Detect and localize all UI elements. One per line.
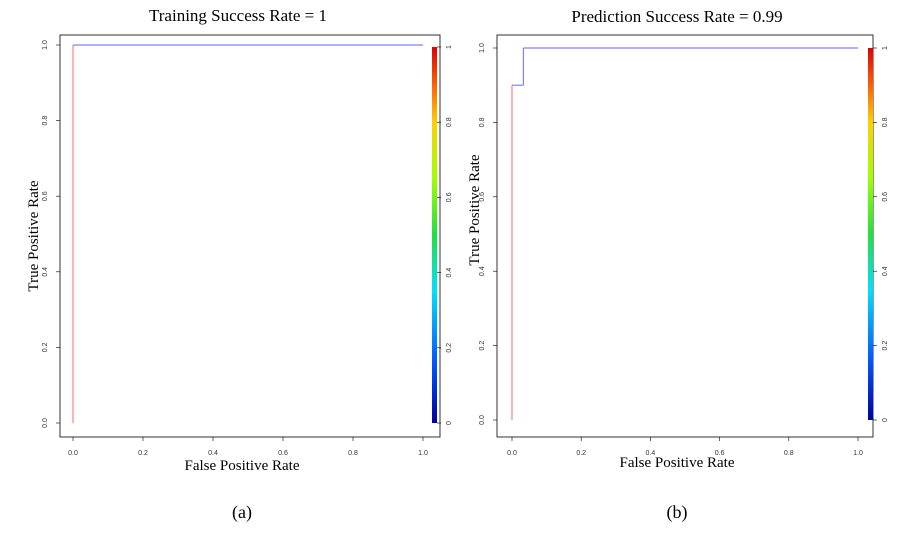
panel-a: Training Success Rate = 1 False Positive… <box>26 6 453 523</box>
y-tick-label: 0.4 <box>479 266 486 276</box>
chart-a-x-axis-label: False Positive Rate <box>185 458 300 474</box>
chart-b-colorbar <box>868 48 873 420</box>
chart-a-caption: (a) <box>232 502 252 523</box>
y-tick-label: 0.2 <box>479 341 486 351</box>
chart-b-y-axis-label: True Positive Rate <box>467 154 483 265</box>
chart-b-x-ticks: 0.0 0.2 0.4 0.6 0.8 1.0 <box>507 437 863 457</box>
chart-a-colorbar <box>432 47 437 423</box>
x-tick-label: 1.0 <box>418 450 428 457</box>
chart-a-title: Training Success Rate = 1 <box>149 6 327 25</box>
x-tick-label: 0.8 <box>348 450 358 457</box>
x-tick-label: 0.0 <box>68 450 78 457</box>
x-tick-label: 0.6 <box>278 450 288 457</box>
panel-b: Prediction Success Rate = 0.99 False Pos… <box>467 7 889 523</box>
y-tick-label: 0.0 <box>42 418 49 428</box>
y-tick-label: 0.4 <box>42 267 49 277</box>
chart-b-y-ticks: 0.0 0.2 0.4 0.6 0.8 1.0 <box>479 43 497 425</box>
colorbar-tick-label: 0.6 <box>882 192 889 202</box>
chart-b-x-axis-label: False Positive Rate <box>620 455 735 471</box>
y-tick-label: 0.0 <box>479 415 486 425</box>
chart-b-title: Prediction Success Rate = 0.99 <box>571 7 782 26</box>
chart-a-colorbar-ticks: 0 0.2 0.4 0.6 0.8 1 <box>437 45 453 425</box>
x-tick-label: 0.8 <box>784 450 794 457</box>
x-tick-label: 0.4 <box>208 450 218 457</box>
x-tick-label: 1.0 <box>853 450 863 457</box>
y-tick-label: 0.8 <box>42 116 49 126</box>
chart-a-plot-frame <box>59 34 441 438</box>
colorbar-tick-label: 0.6 <box>446 192 453 202</box>
y-tick-label: 0.6 <box>479 192 486 202</box>
x-tick-label: 0.6 <box>715 450 725 457</box>
chart-b-caption: (b) <box>667 502 688 523</box>
colorbar-tick-label: 0.2 <box>446 343 453 353</box>
colorbar-tick-label: 1 <box>882 46 889 50</box>
colorbar-tick-label: 0.8 <box>882 117 889 127</box>
y-tick-label: 1.0 <box>42 40 49 50</box>
chart-a-y-axis-label: True Positive Rate <box>26 180 42 291</box>
colorbar-tick-label: 0 <box>882 418 889 422</box>
y-tick-label: 1.0 <box>479 43 486 53</box>
x-tick-label: 0.2 <box>576 450 586 457</box>
colorbar-tick-label: 0.8 <box>446 117 453 127</box>
colorbar-tick-label: 0 <box>446 421 453 425</box>
y-tick-label: 0.8 <box>479 117 486 127</box>
chart-b-colorbar-ticks: 0 0.2 0.4 0.6 0.8 1 <box>873 46 889 422</box>
chart-b-plot-frame <box>496 34 874 438</box>
chart-b-roc-curve <box>511 47 858 420</box>
colorbar-tick-label: 0.4 <box>882 266 889 276</box>
x-tick-label: 0.4 <box>646 450 656 457</box>
x-tick-label: 0.0 <box>507 450 517 457</box>
chart-a-roc-curve <box>72 44 423 423</box>
chart-a-y-ticks: 0.0 0.2 0.4 0.6 0.8 1.0 <box>42 40 60 428</box>
x-tick-label: 0.2 <box>138 450 148 457</box>
y-tick-label: 0.6 <box>42 191 49 201</box>
chart-a-x-ticks: 0.0 0.2 0.4 0.6 0.8 1.0 <box>68 437 428 457</box>
colorbar-tick-label: 0.2 <box>882 341 889 351</box>
colorbar-tick-label: 0.4 <box>446 268 453 278</box>
colorbar-tick-label: 1 <box>446 45 453 49</box>
y-tick-label: 0.2 <box>42 342 49 352</box>
